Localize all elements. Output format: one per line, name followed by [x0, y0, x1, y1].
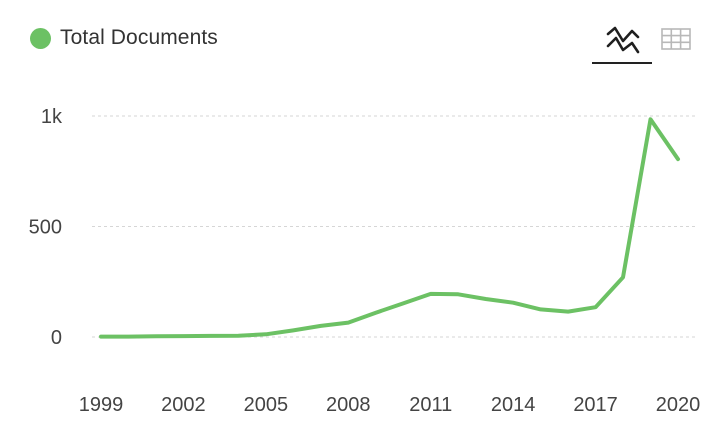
line-view-button[interactable]	[592, 14, 652, 64]
legend[interactable]: Total Documents	[30, 24, 218, 52]
line-chart: 0 500 1k 1999 2002 2005 2008 2011 2014 2017 2020	[0, 70, 718, 429]
x-tick-label: 2017	[573, 394, 618, 416]
x-tick-label: 2005	[244, 394, 289, 416]
table-view-button[interactable]	[652, 14, 700, 64]
x-tick-label: 1999	[79, 394, 124, 416]
x-tick-label: 2011	[409, 394, 452, 416]
x-axis: 1999 2002 2005 2008 2011 2014 2017 2020	[79, 394, 701, 416]
legend-label: Total Documents	[60, 26, 218, 49]
x-tick-label: 2002	[161, 394, 206, 416]
view-toggle	[592, 14, 700, 66]
chart-header: Total Documents	[0, 0, 718, 70]
chart-canvas: 0 500 1k 1999 2002 2005 2008 2011 2014 2017 2020	[29, 106, 701, 416]
y-tick-label: 500	[29, 217, 62, 239]
table-grid-icon	[661, 28, 691, 50]
y-tick-label: 0	[51, 327, 62, 349]
series-layer	[99, 117, 680, 339]
line-chart-icon	[606, 26, 640, 54]
legend-dot-icon	[30, 27, 51, 49]
x-tick-label: 2020	[656, 394, 701, 416]
x-tick-label: 2014	[491, 394, 536, 416]
x-tick-label: 2008	[326, 394, 371, 416]
series-line-total-documents[interactable]	[99, 117, 680, 339]
grid	[92, 115, 696, 338]
y-tick-label: 1k	[41, 106, 63, 128]
y-axis: 0 500 1k	[29, 106, 63, 349]
